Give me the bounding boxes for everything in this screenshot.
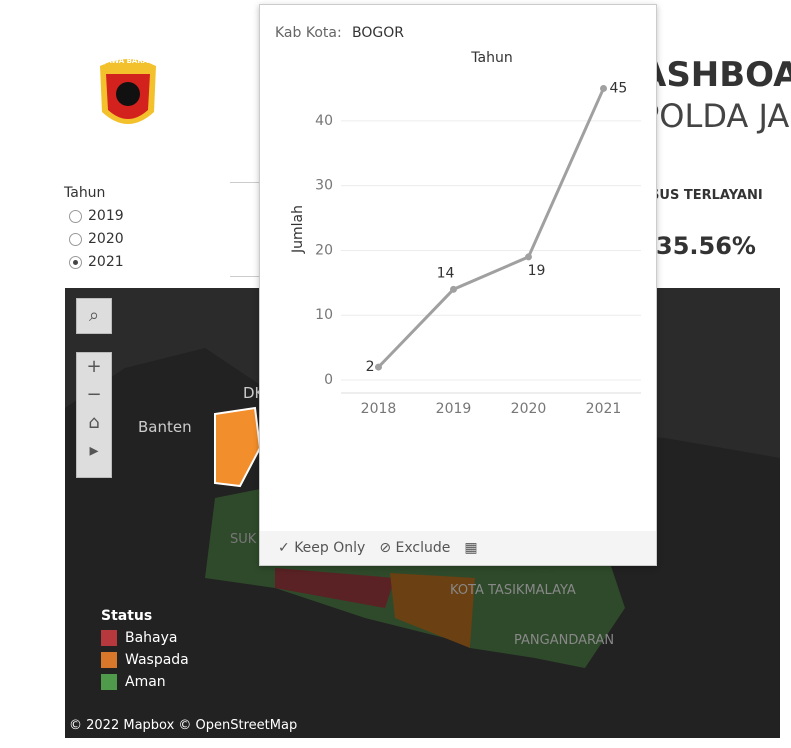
legend: Status Bahaya Waspada Aman — [101, 608, 189, 690]
chart-title: Tahun — [470, 50, 512, 66]
data-label: 45 — [610, 80, 628, 96]
legend-item: Waspada — [101, 652, 189, 668]
radio — [69, 255, 82, 269]
data-label: 14 — [437, 265, 455, 281]
subtitle: POLDA JA — [640, 97, 790, 135]
option-label: 2021 — [88, 254, 124, 270]
map-label: KOTA TASIKMALAYA — [450, 583, 576, 598]
logo: JAWA BARAT — [100, 57, 156, 124]
divider — [230, 182, 260, 183]
x-tick-label: 2020 — [511, 401, 547, 417]
search-button[interactable]: ⌕ — [76, 298, 112, 334]
radio — [69, 209, 82, 223]
action-label: Exclude — [395, 540, 451, 556]
y-tick-label: 20 — [315, 242, 333, 258]
x-tick-label: 2021 — [586, 401, 622, 417]
tooltip-value: BOGOR — [352, 25, 404, 41]
point — [450, 285, 457, 293]
point — [375, 363, 382, 371]
kpi-value: 35.56% — [656, 232, 756, 260]
chart: Tahun Jumlah 0 10 20 30 40 2018 2019 2020 2021 2 1… — [290, 50, 641, 417]
map-label: PANGANDARAN — [514, 633, 615, 648]
y-tick-label: 0 — [324, 372, 333, 388]
point — [525, 253, 532, 261]
line — [377, 87, 605, 369]
y-axis-label: Jumlah — [290, 205, 306, 254]
view-data-button[interactable]: ▦ — [464, 540, 478, 556]
divider — [230, 276, 260, 277]
keep-only-button[interactable]: ✓ Keep Only — [278, 540, 366, 556]
legend-label: Waspada — [125, 652, 189, 668]
legend-label: Bahaya — [125, 630, 178, 646]
x-tick-label: 2019 — [436, 401, 472, 417]
data-label: 2 — [366, 359, 375, 375]
action-label: Keep Only — [294, 540, 366, 556]
legend-swatch — [101, 674, 117, 690]
kpi-label: ASUS TERLAYANI — [640, 188, 763, 203]
title: ASHBOAR — [640, 55, 791, 95]
attribution: © 2022 Mapbox © OpenStreetMap — [69, 718, 298, 733]
map-label: Banten — [138, 418, 192, 436]
logo-text: JAWA BARAT — [103, 57, 153, 65]
y-tick-label: 40 — [315, 113, 333, 129]
x-tick-label: 2018 — [361, 401, 397, 417]
map-label: SUK — [230, 532, 257, 547]
y-tick-label: 30 — [315, 178, 333, 194]
option-label: 2019 — [88, 208, 124, 224]
legend-title: Status — [101, 608, 153, 624]
legend-label: Aman — [125, 674, 166, 690]
tooltip: Kab Kota: BOGOR Tahun Jumlah 0 10 20 30 40 20… — [259, 4, 657, 566]
point — [600, 84, 607, 92]
radio — [69, 232, 82, 246]
y-tick-label: 10 — [315, 307, 333, 323]
legend-swatch — [101, 630, 117, 646]
zoom-controls[interactable]: + − ⌂ ▸ — [76, 352, 112, 478]
exclude-button[interactable]: ⊘ Exclude — [379, 540, 451, 556]
filter-option[interactable]: 2019 — [69, 208, 124, 224]
legend-item: Bahaya — [101, 630, 189, 646]
option-label: 2020 — [88, 231, 124, 247]
legend-swatch — [101, 652, 117, 668]
filter-options: 2019 2020 2021 — [69, 208, 124, 270]
tooltip-actions: ✓ Keep Only ⊘ Exclude ▦ — [260, 531, 656, 565]
legend-item: Aman — [101, 674, 189, 690]
filter-option[interactable]: 2020 — [69, 231, 124, 247]
filter-option[interactable]: 2021 — [69, 254, 124, 270]
filter-label: Tahun — [64, 185, 106, 201]
tooltip-field: Kab Kota: — [275, 25, 342, 41]
data-label: 19 — [528, 263, 546, 279]
